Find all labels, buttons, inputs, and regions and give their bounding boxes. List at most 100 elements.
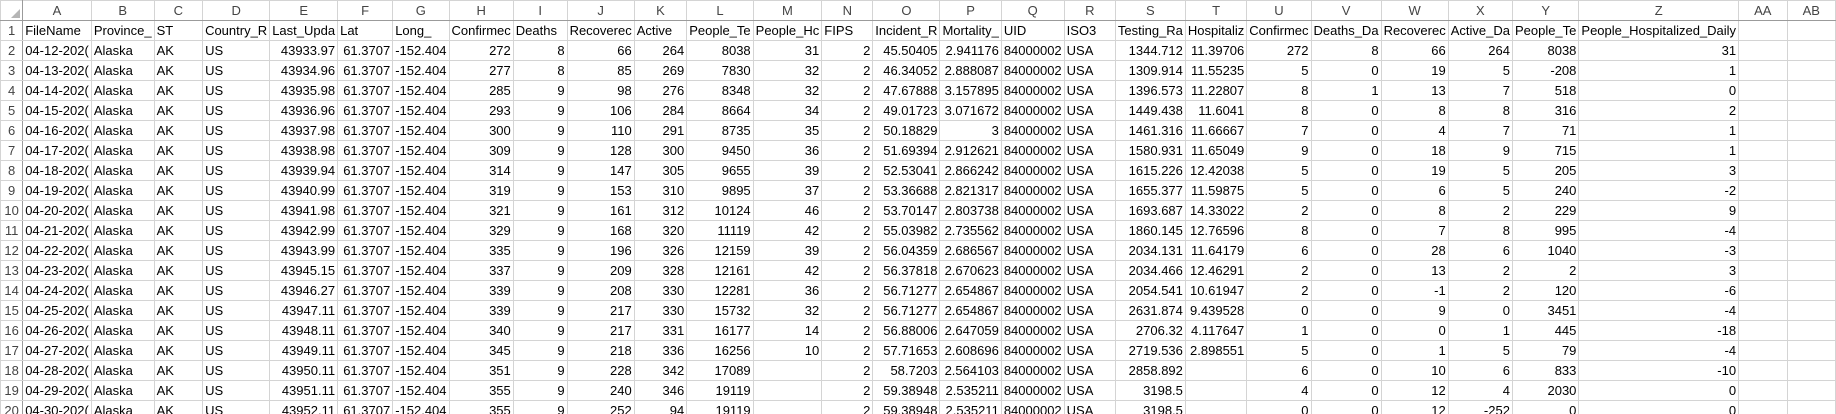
cell[interactable]: 43935.98 [269,80,339,101]
cell[interactable]: 11.39706 [1184,40,1248,61]
cell[interactable]: 0 [1310,360,1382,381]
cell[interactable]: 110 [566,120,635,141]
cell[interactable] [1786,40,1836,61]
cell[interactable]: 11119 [686,220,754,241]
cell[interactable]: 284 [633,100,688,121]
cell[interactable]: US [202,340,271,361]
cell[interactable] [1738,20,1788,41]
cell[interactable]: USA [1063,280,1116,301]
cell[interactable] [1738,80,1788,101]
cell[interactable]: 2.735562 [939,220,1002,241]
cell[interactable]: 2.686567 [939,240,1002,261]
cell[interactable]: -152.404 [392,80,450,101]
cell[interactable]: 316 [1511,100,1580,121]
cell[interactable]: 228 [566,360,635,381]
cell[interactable]: 58.7203 [872,360,941,381]
cell[interactable]: US [202,200,271,221]
cell[interactable]: 17089 [686,360,754,381]
cell[interactable]: 8 [1380,100,1449,121]
cell[interactable]: 1344.712 [1114,40,1186,61]
cell[interactable]: -152.404 [392,120,450,141]
cell[interactable]: 36 [752,140,823,161]
cell[interactable] [1786,400,1836,414]
cell[interactable]: 2 [821,320,874,341]
cell[interactable]: Active_Da [1447,20,1513,41]
cell[interactable]: 43934.96 [269,60,339,81]
cell[interactable] [1786,340,1836,361]
cell[interactable]: AK [153,280,204,301]
cell[interactable]: 46.34052 [872,60,941,81]
cell[interactable]: Alaska [90,80,155,101]
cell[interactable]: AK [153,180,204,201]
cell[interactable]: USA [1063,120,1116,141]
cell[interactable] [1738,160,1788,181]
column-header-r[interactable]: R [1063,0,1116,21]
cell[interactable]: 7 [1246,120,1312,141]
cell[interactable]: 12.46291 [1184,260,1248,281]
cell[interactable]: 331 [633,320,688,341]
cell[interactable]: 2 [1447,280,1513,301]
cell[interactable]: 42 [752,260,823,281]
cell[interactable]: USA [1063,340,1116,361]
cell[interactable]: 5 [1447,60,1513,81]
cell[interactable]: 276 [633,80,688,101]
cell[interactable]: 2.654867 [939,300,1002,321]
cell[interactable]: 2 [821,360,874,381]
cell[interactable]: 0 [1310,180,1382,201]
cell[interactable]: 2.535211 [939,400,1002,414]
cell[interactable] [1738,100,1788,121]
cell[interactable]: AK [153,260,204,281]
column-header-aa[interactable]: AA [1738,0,1788,21]
cell[interactable]: Hospitaliz [1184,20,1248,41]
cell[interactable]: -152.404 [392,200,450,221]
cell[interactable]: USA [1063,160,1116,181]
column-header-f[interactable]: F [337,0,394,21]
cell[interactable]: 11.64179 [1184,240,1248,261]
cell[interactable]: 5 [1246,160,1312,181]
cell[interactable]: 84000002 [1000,300,1065,321]
cell[interactable]: 0 [1578,80,1740,101]
cell[interactable]: 11.6041 [1184,100,1248,121]
cell[interactable]: -4 [1578,300,1740,321]
cell[interactable]: 14 [752,320,823,341]
cell[interactable]: 3 [939,120,1002,141]
cell[interactable]: 2631.874 [1114,300,1186,321]
cell[interactable]: 277 [448,60,514,81]
row-header[interactable]: 19 [0,380,24,401]
cell[interactable]: 0 [1310,340,1382,361]
cell[interactable]: 0 [1310,140,1382,161]
cell[interactable]: 04-28-202( [22,360,92,381]
cell[interactable]: 2 [821,160,874,181]
cell[interactable]: 61.3707 [337,60,394,81]
column-header-g[interactable]: G [392,0,450,21]
cell[interactable]: 50.18829 [872,120,941,141]
cell[interactable]: 0 [1310,320,1382,341]
cell[interactable] [1786,320,1836,341]
cell[interactable]: 8 [1447,100,1513,121]
cell[interactable]: Alaska [90,60,155,81]
cell[interactable] [1738,240,1788,261]
cell[interactable]: 518 [1511,80,1580,101]
cell[interactable]: 84000002 [1000,60,1065,81]
cell[interactable]: 9 [512,280,568,301]
cell[interactable]: -10 [1578,360,1740,381]
cell[interactable]: 0 [1310,280,1382,301]
cell[interactable]: 161 [566,200,635,221]
cell[interactable]: 6 [1447,240,1513,261]
cell[interactable]: -152.404 [392,160,450,181]
cell[interactable]: 04-13-202( [22,60,92,81]
row-header[interactable]: 9 [0,180,24,201]
cell[interactable] [1738,380,1788,401]
row-header[interactable]: 11 [0,220,24,241]
cell[interactable]: 8 [1246,80,1312,101]
row-header[interactable]: 12 [0,240,24,261]
cell[interactable]: AK [153,360,204,381]
cell[interactable]: USA [1063,360,1116,381]
cell[interactable]: 1 [1310,80,1382,101]
cell[interactable]: 43951.11 [269,380,339,401]
cell[interactable]: 1860.145 [1114,220,1186,241]
cell[interactable]: US [202,300,271,321]
row-header[interactable]: 4 [0,80,24,101]
column-header-p[interactable]: P [939,0,1002,21]
row-header[interactable]: 10 [0,200,24,221]
